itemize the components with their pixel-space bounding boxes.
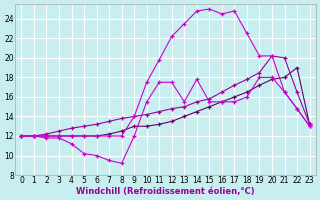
X-axis label: Windchill (Refroidissement éolien,°C): Windchill (Refroidissement éolien,°C) (76, 187, 255, 196)
